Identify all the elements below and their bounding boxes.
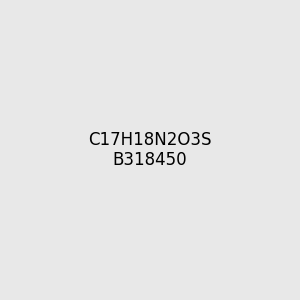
Text: C17H18N2O3S
B318450: C17H18N2O3S B318450 [88,130,212,170]
